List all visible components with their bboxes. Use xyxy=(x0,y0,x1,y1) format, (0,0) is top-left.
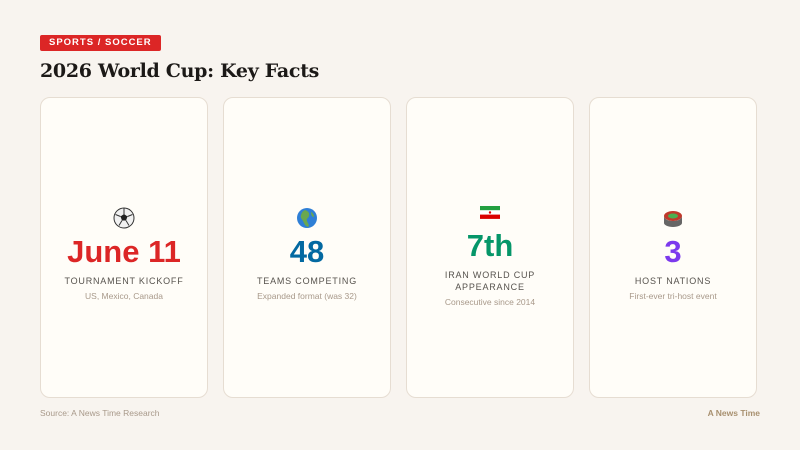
stadium-icon xyxy=(664,210,682,227)
fact-cards: June 11 TOURNAMENT KICKOFF US, Mexico, C… xyxy=(40,97,757,398)
card-subtext: Consecutive since 2014 xyxy=(444,296,536,307)
card-label: IRAN WORLD CUP APPEARANCE xyxy=(444,269,536,292)
card-subtext: Expanded format (was 32) xyxy=(257,290,357,301)
source-note: Source: A News Time Research xyxy=(40,408,160,418)
fact-card-teams: 48 TEAMS COMPETING Expanded format (was … xyxy=(223,97,391,398)
brand-name: A News Time xyxy=(707,408,760,418)
card-subtext: US, Mexico, Canada xyxy=(85,290,163,301)
category-tag: SPORTS / SOCCER xyxy=(40,35,161,51)
iran-flag-icon xyxy=(480,205,500,219)
card-label: TOURNAMENT KICKOFF xyxy=(64,275,184,286)
soccer-ball-icon xyxy=(113,207,135,228)
card-label: HOST NATIONS xyxy=(634,275,712,286)
fact-card-iran: 7th IRAN WORLD CUP APPEARANCE Consecutiv… xyxy=(406,97,574,398)
card-label: TEAMS COMPETING xyxy=(256,275,357,286)
fact-card-hosts: 3 HOST NATIONS First-ever tri-host event xyxy=(589,97,757,398)
card-subtext: First-ever tri-host event xyxy=(629,290,717,301)
card-value: June 11 xyxy=(67,233,181,269)
card-value: 48 xyxy=(289,233,325,269)
page-title: 2026 World Cup: Key Facts xyxy=(40,60,320,82)
fact-card-kickoff: June 11 TOURNAMENT KICKOFF US, Mexico, C… xyxy=(40,97,208,398)
globe-icon xyxy=(297,207,317,228)
card-value: 7th xyxy=(466,227,514,263)
card-value: 3 xyxy=(664,233,682,269)
